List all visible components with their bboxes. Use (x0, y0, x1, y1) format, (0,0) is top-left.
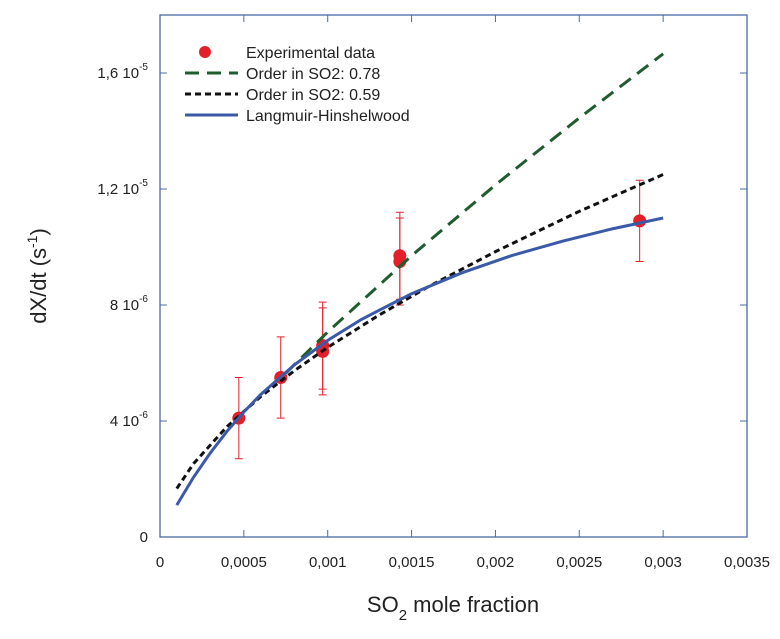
x-axis-title: SO2 mole fraction (367, 592, 539, 624)
x-tick-label: 0 (156, 554, 164, 571)
y-tick-label-base: 0 (140, 529, 148, 546)
y-tick-label: 1,2 10-5 (97, 178, 148, 198)
y-tick-label-base: 1,2 10 (97, 181, 139, 198)
y-tick-label-exponent: -6 (139, 410, 148, 421)
y-axis-title: dX/dt (s-1) (24, 228, 51, 324)
plot-frame (159, 14, 748, 538)
x-tick-label: 0,0025 (556, 554, 602, 571)
y-axis-title-sup: -1 (24, 235, 40, 248)
x-axis-title-text: SO (367, 592, 399, 617)
y-tick-label-base: 8 10 (110, 297, 139, 314)
y-tick-label-base: 4 10 (110, 413, 139, 430)
x-tick-label: 0,001 (309, 554, 347, 571)
x-tick-label: 0,0005 (221, 554, 267, 571)
x-tick-label: 0,0035 (724, 554, 770, 571)
y-tick-label-exponent: -5 (139, 62, 148, 73)
y-tick-label: 8 10-6 (110, 294, 149, 314)
y-axis-title-text: dX/dt (s (26, 248, 51, 324)
x-tick-label: 0,003 (644, 554, 682, 571)
y-tick-label-exponent: -5 (139, 178, 148, 189)
legend-label: Order in SO2: 0.59 (246, 87, 380, 104)
y-axis-title-tail: ) (26, 228, 51, 235)
series-line (175, 216, 664, 506)
series-line (284, 52, 665, 375)
x-tick-label: 0,0015 (389, 554, 435, 571)
y-tick-label-base: 1,6 10 (97, 65, 139, 82)
x-axis-title-sub: 2 (399, 607, 407, 624)
y-tick-label: 4 10-6 (110, 410, 149, 430)
legend-marker (199, 46, 211, 58)
legend-label: Experimental data (246, 45, 375, 62)
x-tick-label: 0,002 (477, 554, 515, 571)
legend-label: Langmuir-Hinshelwood (246, 108, 410, 125)
y-tick-label: 0 (140, 529, 148, 546)
x-axis-title-tail: mole fraction (407, 592, 539, 617)
series-line (175, 173, 664, 490)
y-tick-label: 1,6 10-5 (97, 62, 148, 82)
legend-label: Order in SO2: 0.78 (246, 66, 380, 83)
y-tick-label-exponent: -6 (139, 294, 148, 305)
